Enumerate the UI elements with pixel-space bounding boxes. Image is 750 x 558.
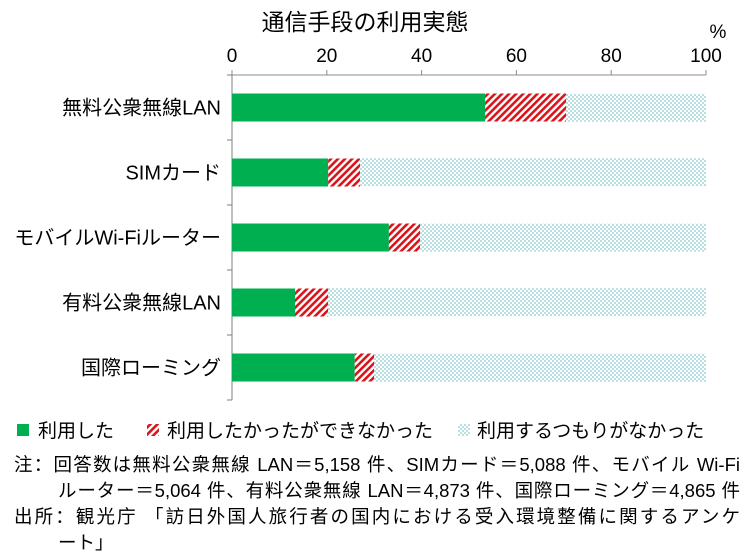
category-label-1: SIMカード: [125, 163, 221, 185]
tick-label-0: 0: [227, 46, 238, 67]
bar-segment-c0-s0: [232, 93, 486, 122]
bar-segment-c1-s2: [359, 158, 706, 187]
note-line-2: ルーター＝5,064 件、有料公衆無線 LAN＝4,873 件、国際ローミング＝…: [58, 480, 740, 501]
bar-segment-c0-s1: [485, 93, 567, 122]
tick-label-2: 40: [411, 46, 432, 67]
tick-label-3: 60: [506, 46, 527, 67]
bars: [232, 93, 706, 382]
legend-label-2: 利用するつもりがなかった: [477, 420, 704, 442]
legend-label-0: 利用した: [38, 420, 114, 442]
bar-segment-c3-s2: [328, 288, 706, 317]
tick-label-5: 100: [690, 46, 722, 67]
bar-segment-c4-s1: [354, 353, 375, 382]
legend-item-0: 利用した: [17, 420, 114, 442]
category-label-3: 有料公衆無線LAN: [62, 292, 221, 315]
axes: [227, 70, 707, 401]
legend-swatch-1: [147, 424, 159, 436]
bar-segment-c3-s1: [295, 288, 329, 317]
legend-label-1: 利用したかったができなかった: [167, 420, 433, 442]
bar-segment-c0-s2: [566, 93, 706, 122]
bar-segment-c4-s2: [374, 353, 706, 382]
axis-unit-label: %: [710, 22, 727, 43]
source-line-1: 出所：観光庁 「訪日外国人旅行者の国内における受入環境整備に関するアンケ: [14, 506, 740, 527]
category-label-4: 国際ローミング: [81, 357, 221, 380]
note-line-1: 注：回答数は無料公衆無線 LAN＝5,158 件、SIMカード＝5,088 件、…: [14, 454, 740, 475]
source-line-2: ート」: [58, 532, 114, 553]
legend-swatch-2: [458, 424, 470, 436]
chart-title: 通信手段の利用実態: [262, 9, 469, 35]
bar-segment-c2-s0: [232, 223, 389, 252]
legend: 利用した 利用したかったができなかった 利用するつもりがなかった: [17, 420, 704, 442]
bar-segment-c1-s0: [232, 158, 329, 187]
bar-segment-c1-s1: [328, 158, 360, 187]
tick-labels: 0 20 40 60 80 100: [227, 46, 722, 67]
legend-swatch-0: [17, 424, 29, 436]
chart: 通信手段の利用実態 % 無料公衆無線LAN SIMカードモバイルWi-Fiルーター…: [14, 9, 727, 442]
tick-label-1: 20: [316, 46, 337, 67]
tick-label-4: 80: [601, 46, 622, 67]
bar-segment-c2-s1: [388, 223, 421, 252]
bar-segment-c3-s0: [232, 288, 296, 317]
category-label-0: 無料公衆無線LAN: [62, 97, 221, 120]
legend-item-2: 利用するつもりがなかった: [458, 420, 704, 442]
category-label-2: モバイルWi-Fiルーター: [14, 227, 221, 250]
bar-segment-c4-s0: [232, 353, 355, 382]
legend-item-1: 利用したかったができなかった: [147, 420, 433, 442]
footnotes: 注：回答数は無料公衆無線 LAN＝5,158 件、SIMカード＝5,088 件、…: [14, 452, 740, 556]
bar-segment-c2-s2: [420, 223, 706, 252]
